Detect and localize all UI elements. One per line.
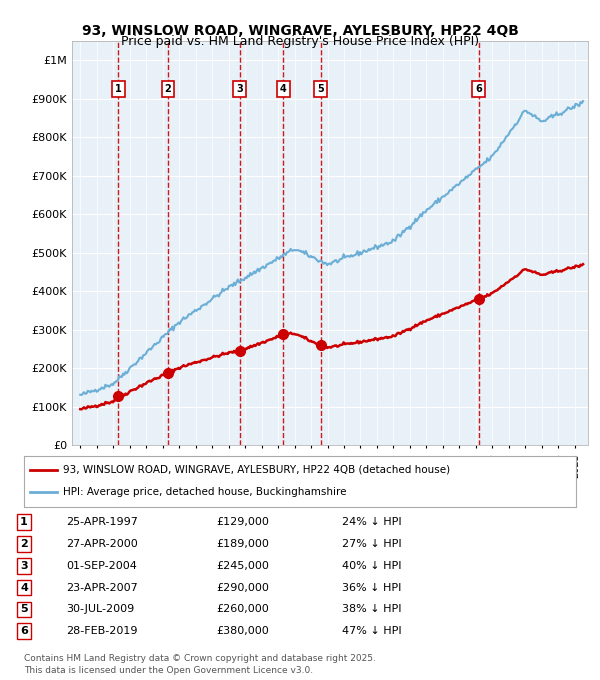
Text: £245,000: £245,000 <box>216 561 269 571</box>
Text: £189,000: £189,000 <box>216 539 269 549</box>
Text: 4: 4 <box>280 84 287 95</box>
Text: 25-APR-1997: 25-APR-1997 <box>66 517 138 527</box>
Text: Price paid vs. HM Land Registry's House Price Index (HPI): Price paid vs. HM Land Registry's House … <box>121 35 479 48</box>
Text: 5: 5 <box>317 84 324 95</box>
Text: 38% ↓ HPI: 38% ↓ HPI <box>342 605 401 614</box>
Text: 27% ↓ HPI: 27% ↓ HPI <box>342 539 401 549</box>
Text: HPI: Average price, detached house, Buckinghamshire: HPI: Average price, detached house, Buck… <box>62 488 346 497</box>
Text: 1: 1 <box>20 517 28 527</box>
Text: 1: 1 <box>115 84 122 95</box>
Text: 93, WINSLOW ROAD, WINGRAVE, AYLESBURY, HP22 4QB (detached house): 93, WINSLOW ROAD, WINGRAVE, AYLESBURY, H… <box>62 465 450 475</box>
Text: 36% ↓ HPI: 36% ↓ HPI <box>342 583 401 592</box>
Text: 01-SEP-2004: 01-SEP-2004 <box>66 561 137 571</box>
Text: 30-JUL-2009: 30-JUL-2009 <box>66 605 134 614</box>
Text: 93, WINSLOW ROAD, WINGRAVE, AYLESBURY, HP22 4QB: 93, WINSLOW ROAD, WINGRAVE, AYLESBURY, H… <box>82 24 518 38</box>
Text: 5: 5 <box>20 605 28 614</box>
Text: 2: 2 <box>20 539 28 549</box>
Text: 23-APR-2007: 23-APR-2007 <box>66 583 138 592</box>
Text: £129,000: £129,000 <box>216 517 269 527</box>
Text: £290,000: £290,000 <box>216 583 269 592</box>
Text: 6: 6 <box>475 84 482 95</box>
Text: £260,000: £260,000 <box>216 605 269 614</box>
Text: 4: 4 <box>20 583 28 592</box>
Text: 27-APR-2000: 27-APR-2000 <box>66 539 138 549</box>
Text: 3: 3 <box>20 561 28 571</box>
Text: 28-FEB-2019: 28-FEB-2019 <box>66 626 137 636</box>
Text: 3: 3 <box>236 84 243 95</box>
Text: 6: 6 <box>20 626 28 636</box>
Text: £380,000: £380,000 <box>216 626 269 636</box>
Text: 40% ↓ HPI: 40% ↓ HPI <box>342 561 401 571</box>
Text: 47% ↓ HPI: 47% ↓ HPI <box>342 626 401 636</box>
Text: 24% ↓ HPI: 24% ↓ HPI <box>342 517 401 527</box>
Text: 2: 2 <box>164 84 172 95</box>
Text: Contains HM Land Registry data © Crown copyright and database right 2025.
This d: Contains HM Land Registry data © Crown c… <box>24 653 376 675</box>
